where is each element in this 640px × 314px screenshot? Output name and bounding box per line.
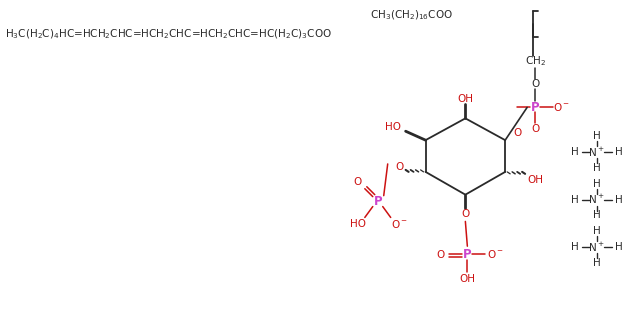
Text: O: O [513,128,521,138]
Text: H: H [593,258,601,268]
Text: HO: HO [385,122,401,132]
Text: H: H [593,226,601,236]
Text: HO: HO [350,219,366,230]
Text: O$^-$: O$^-$ [391,219,408,230]
Text: OH: OH [527,175,543,185]
Text: N$^+$: N$^+$ [589,145,605,159]
Text: P: P [373,195,382,208]
Text: P: P [463,248,472,261]
Text: O: O [531,78,539,89]
Text: H: H [615,242,623,252]
Text: H$_3$C(H$_2$C)$_4$HC=HCH$_2$CHC=HCH$_2$CHC=HCH$_2$CHC=HC(H$_2$C)$_3$COO: H$_3$C(H$_2$C)$_4$HC=HCH$_2$CHC=HCH$_2$C… [5,27,332,41]
Text: O: O [436,250,445,260]
Text: OH: OH [458,94,474,104]
Text: CH$_2$: CH$_2$ [525,54,545,68]
Text: O: O [531,124,539,134]
Text: O$^-$: O$^-$ [554,101,570,113]
Text: H: H [615,195,623,205]
Text: H: H [615,147,623,157]
Text: O: O [461,209,470,219]
Text: N$^+$: N$^+$ [589,193,605,206]
Text: OH: OH [460,274,476,284]
Text: O$^-$: O$^-$ [487,248,504,260]
Text: H: H [571,242,579,252]
Text: N$^+$: N$^+$ [589,241,605,254]
Text: O: O [396,162,404,172]
Text: H: H [593,210,601,220]
Text: H: H [593,131,601,141]
Text: H: H [571,147,579,157]
Text: H: H [593,163,601,173]
Text: CH$_3$(CH$_2$)$_{16}$COO: CH$_3$(CH$_2$)$_{16}$COO [370,8,452,22]
Text: O: O [354,177,362,187]
Text: H: H [571,195,579,205]
Text: H: H [593,179,601,189]
Text: P: P [531,101,540,114]
